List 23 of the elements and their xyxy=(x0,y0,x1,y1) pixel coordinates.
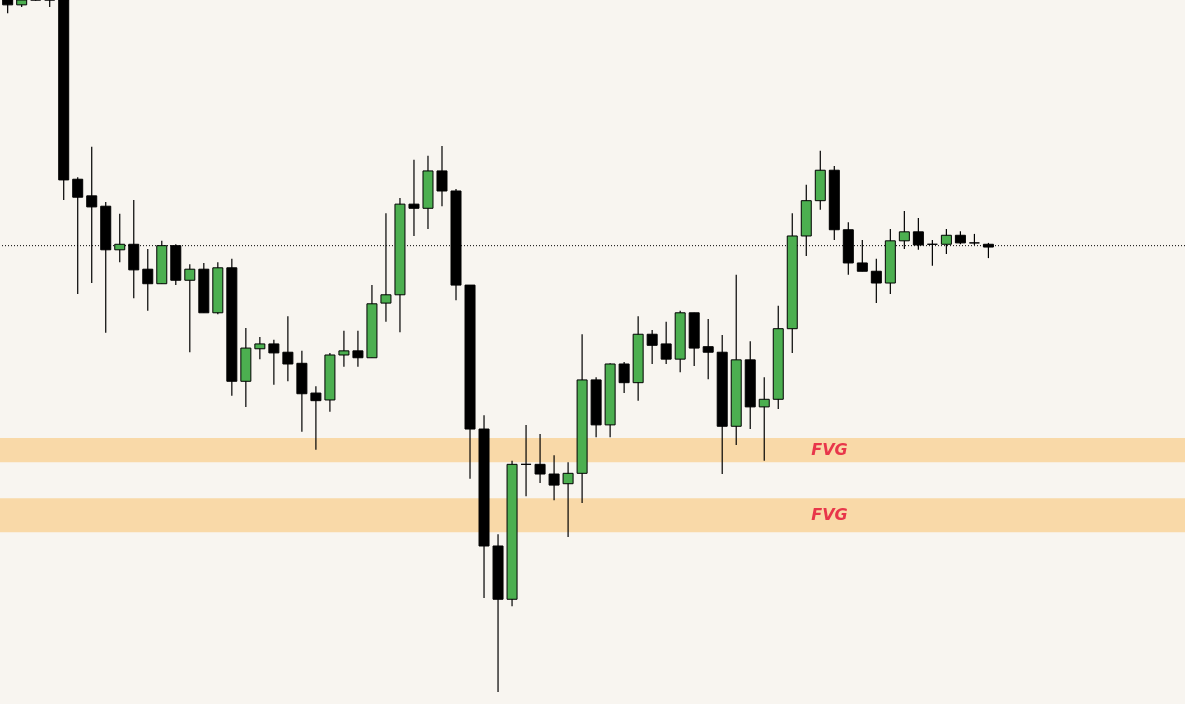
candlestick xyxy=(310,385,322,451)
candlestick xyxy=(870,258,882,304)
candlestick xyxy=(408,159,420,237)
candlestick xyxy=(268,339,280,386)
candlestick xyxy=(282,315,294,382)
candlestick xyxy=(562,461,574,538)
candlestick xyxy=(618,361,630,394)
band-label: FVG xyxy=(811,505,848,525)
candlestick xyxy=(646,329,658,365)
candlestick xyxy=(520,424,532,497)
candlestick xyxy=(338,330,350,368)
candlestick xyxy=(702,318,714,380)
candlestick xyxy=(254,336,266,360)
candlestick xyxy=(758,376,770,462)
band-label: FVG xyxy=(811,440,848,460)
candlestick xyxy=(352,330,364,368)
candlestick xyxy=(548,454,560,501)
candlestick xyxy=(660,321,672,365)
candlestick xyxy=(72,176,84,295)
candlestick xyxy=(436,145,448,207)
candlestick xyxy=(142,248,154,312)
candlestick xyxy=(534,433,546,484)
candlestick xyxy=(184,263,196,353)
